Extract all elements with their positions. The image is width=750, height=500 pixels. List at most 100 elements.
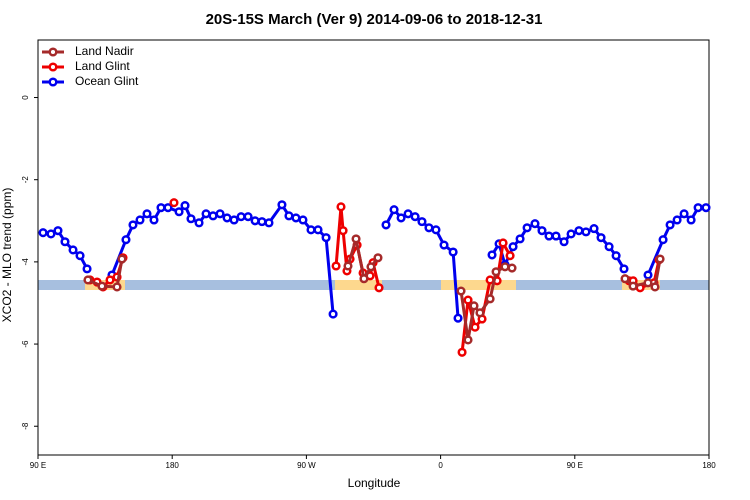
point [417,217,427,227]
point [620,274,630,284]
point [338,226,348,236]
point [359,274,369,284]
point [149,215,159,225]
point [507,263,517,273]
point [264,218,274,228]
series-line [89,206,661,353]
point [439,240,449,250]
point [498,238,508,248]
point [208,211,218,221]
point [257,217,267,227]
point [457,347,467,357]
point [174,207,184,217]
point [343,261,353,271]
point [194,218,204,228]
point [487,250,497,260]
point [284,211,294,221]
point [508,242,518,252]
point [469,301,479,311]
x-tick-label: 90 E [30,461,46,470]
point [410,212,420,222]
point [559,237,569,247]
legend-label: Land Nadir [75,44,134,58]
point [403,209,413,219]
point [596,233,606,243]
y-tick-label: -6 [21,340,30,348]
point [619,264,629,274]
point [105,275,115,285]
point [222,213,232,223]
point [389,205,399,215]
point [485,294,495,304]
point [180,201,190,211]
point [463,335,473,345]
point [424,223,434,233]
point [321,233,331,243]
legend-marker [48,47,58,57]
point [328,309,338,319]
point [701,203,711,213]
x-tick-label: 0 [438,461,443,470]
x-tick-label: 90 E [567,461,583,470]
point [470,322,480,332]
point [581,227,591,237]
point [505,251,515,261]
point [530,219,540,229]
land-band [335,280,382,290]
point [201,209,211,219]
point [515,234,525,244]
legend-label: Ocean Glint [75,74,139,88]
point [135,215,145,225]
point [128,220,138,230]
point [53,226,63,236]
point [643,270,653,280]
point [250,216,260,226]
point [68,245,78,255]
point [366,262,376,272]
point [522,223,532,233]
x-axis-label: Longitude [348,476,401,490]
y-tick-label: 0 [21,95,30,100]
point [544,231,554,241]
land-band [441,280,516,290]
point [491,267,501,277]
point [381,220,391,230]
point [374,283,384,293]
point [60,237,70,247]
legend-marker [48,77,58,87]
x-tick-label: 180 [702,461,716,470]
point [665,220,675,230]
legend-label: Land Glint [75,59,130,73]
point [331,261,341,271]
point [373,253,383,263]
point [112,282,122,292]
point [215,209,225,219]
y-tick-label: -4 [21,258,30,266]
y-tick-label: -2 [21,176,30,184]
x-tick-label: 180 [166,461,180,470]
chart-title: 20S-15S March (Ver 9) 2014-09-06 to 2018… [206,11,543,28]
point [611,251,621,261]
point [431,225,441,235]
y-tick-label: -8 [21,422,30,430]
point [655,254,665,264]
point [686,215,696,225]
point [163,203,173,213]
point [650,282,660,292]
point [589,224,599,234]
point [46,229,56,239]
point [628,281,638,291]
point [82,264,92,274]
point [456,286,466,296]
point [121,235,131,245]
point [117,254,127,264]
point [38,228,48,238]
plot-frame [37,39,710,456]
point [537,226,547,236]
point [336,202,346,212]
point [604,242,614,252]
point [448,247,458,257]
point [229,215,239,225]
point [75,251,85,261]
point [566,229,576,239]
